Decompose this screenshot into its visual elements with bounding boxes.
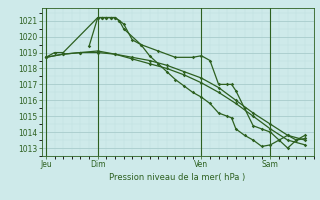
X-axis label: Pression niveau de la mer( hPa ): Pression niveau de la mer( hPa ) bbox=[109, 173, 246, 182]
